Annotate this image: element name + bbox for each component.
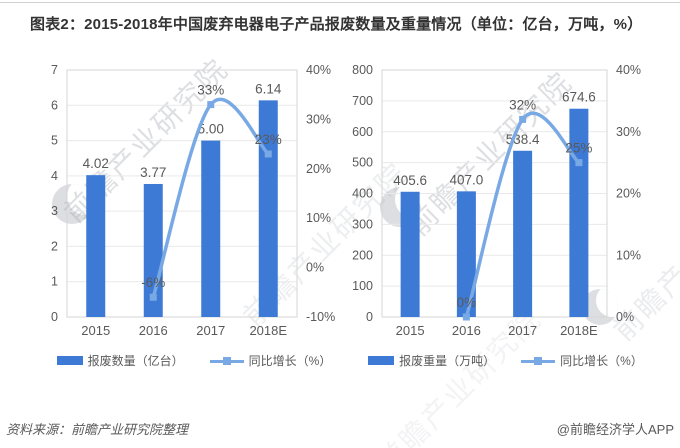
line-swatch-icon bbox=[209, 356, 244, 366]
right-axis-tick: 40% bbox=[616, 63, 641, 77]
bar bbox=[86, 175, 106, 317]
bar bbox=[258, 100, 278, 317]
left-axis-tick: 7 bbox=[51, 63, 58, 77]
bar bbox=[201, 140, 221, 317]
category-label: 2018E bbox=[560, 323, 598, 338]
line-marker bbox=[519, 115, 527, 123]
footer: 资料来源：前瞻产业研究院整理 @前瞻经济学人APP bbox=[6, 419, 674, 438]
scrap-quantity-plot: 0 1 2 3 4 5 6 7 -10% 0% 10% 20% 30% 40% 2015 2016 2017 20… bbox=[51, 63, 335, 338]
line-data-label: 33% bbox=[197, 83, 224, 98]
bar-data-label: 3.77 bbox=[140, 165, 166, 180]
bar-data-label: 5.00 bbox=[198, 122, 224, 137]
source-note: 资料来源：前瞻产业研究院整理 bbox=[6, 422, 189, 437]
line-data-label: 25% bbox=[565, 141, 592, 156]
bar bbox=[569, 108, 589, 317]
line-marker bbox=[207, 101, 215, 109]
top-divider bbox=[0, 2, 680, 3]
line-marker bbox=[462, 313, 470, 321]
category-label: 2015 bbox=[81, 323, 110, 338]
growth-line bbox=[464, 111, 581, 319]
category-label: 2016 bbox=[139, 323, 168, 338]
plot-border bbox=[66, 69, 298, 318]
line-data-label: 32% bbox=[509, 97, 536, 112]
left-axis-tick: 500 bbox=[352, 156, 373, 170]
left-axis-tick: 800 bbox=[352, 63, 373, 77]
legend-label: 同比增长（%） bbox=[560, 354, 643, 368]
left-axis-tick: 5 bbox=[51, 134, 58, 148]
left-axis-tick: 400 bbox=[352, 187, 373, 201]
bar bbox=[400, 191, 420, 317]
category-label: 2015 bbox=[396, 323, 425, 338]
scrap-quantity-chart: 0 1 2 3 4 5 6 7 -10% 0% 10% 20% 30% 40% 2015 2016 2017 20… bbox=[28, 58, 360, 340]
right-axis-tick: 0% bbox=[616, 310, 634, 324]
line-data-label: 0% bbox=[457, 295, 477, 310]
category-label: 2017 bbox=[508, 323, 537, 338]
line-marker bbox=[575, 159, 583, 167]
line-marker bbox=[149, 293, 157, 301]
right-axis-tick: 30% bbox=[306, 112, 331, 126]
line-marker bbox=[264, 150, 272, 158]
right-axis-tick: 40% bbox=[306, 63, 331, 77]
right-axis-tick: 0% bbox=[306, 261, 324, 275]
left-axis-tick: 2 bbox=[51, 239, 58, 253]
left-axis-tick: 3 bbox=[51, 204, 58, 218]
left-axis-tick: 600 bbox=[352, 125, 373, 139]
category-label: 2017 bbox=[196, 323, 225, 338]
right-axis-tick: 10% bbox=[306, 211, 331, 225]
line-data-label: -6% bbox=[141, 275, 165, 290]
scrap-quantity-legend: 报废数量（亿台） 同比增长（%） bbox=[28, 352, 360, 369]
bar bbox=[456, 191, 476, 317]
left-axis-tick: 200 bbox=[352, 248, 373, 262]
left-axis-tick: 6 bbox=[51, 98, 58, 112]
line-data-label: 23% bbox=[255, 132, 282, 147]
scrap-weight-chart: 0 100 200 300 400 500 600 700 800 0% 10% 20% 30% 40% 2… bbox=[343, 58, 668, 340]
left-axis-tick: 700 bbox=[352, 94, 373, 108]
plot-border bbox=[381, 69, 608, 318]
scrap-weight-plot: 0 100 200 300 400 500 600 700 800 0% 10% 20% 30% 40% 2… bbox=[352, 63, 641, 338]
legend-label: 报废重量（万吨） bbox=[399, 354, 496, 368]
legend-item: 同比增长（%） bbox=[521, 352, 643, 369]
bar-data-label: 6.14 bbox=[255, 81, 282, 96]
left-axis-tick: 0 bbox=[51, 310, 58, 324]
category-label: 2018E bbox=[249, 323, 287, 338]
legend-item: 报废数量（亿台） bbox=[56, 352, 184, 369]
left-axis-tick: 100 bbox=[352, 279, 373, 293]
bar-swatch-icon bbox=[56, 356, 83, 365]
left-axis-tick: 1 bbox=[51, 275, 58, 289]
right-axis-tick: 20% bbox=[616, 187, 641, 201]
bar bbox=[513, 150, 533, 317]
bar-data-label: 405.6 bbox=[393, 173, 427, 188]
left-axis-tick: 300 bbox=[352, 217, 373, 231]
scrap-weight-legend: 报废重量（万吨） 同比增长（%） bbox=[343, 352, 668, 369]
page-title: 图表2：2015-2018年中国废弃电器电子产品报废数量及重量情况（单位：亿台，… bbox=[30, 16, 643, 33]
credit-note: @前瞻经济学人APP bbox=[556, 422, 674, 437]
bar-swatch-icon bbox=[368, 356, 395, 365]
right-axis-tick: -10% bbox=[306, 310, 335, 324]
right-axis-tick: 10% bbox=[616, 248, 641, 262]
bar-data-label: 407.0 bbox=[449, 172, 483, 187]
legend-label: 报废数量（亿台） bbox=[87, 354, 184, 368]
category-label: 2016 bbox=[452, 323, 481, 338]
bar-data-label: 674.6 bbox=[562, 90, 596, 105]
left-axis-tick: 0 bbox=[366, 310, 373, 324]
legend-label: 同比增长（%） bbox=[248, 354, 332, 368]
left-axis-tick: 4 bbox=[51, 169, 58, 183]
legend-item: 同比增长（%） bbox=[209, 352, 332, 369]
bar-data-label: 4.02 bbox=[83, 156, 109, 171]
line-swatch-icon bbox=[521, 356, 556, 366]
right-axis-tick: 30% bbox=[616, 125, 641, 139]
right-axis-tick: 20% bbox=[306, 162, 331, 176]
legend-item: 报废重量（万吨） bbox=[368, 352, 495, 369]
growth-line bbox=[151, 97, 270, 299]
